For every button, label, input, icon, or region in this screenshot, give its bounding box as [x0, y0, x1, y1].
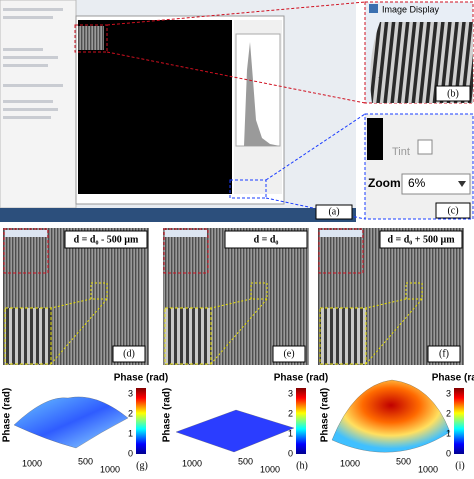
label-box	[435, 202, 471, 219]
panel-title: d = d₀ + 500 µm	[387, 234, 455, 245]
sidebar	[0, 0, 77, 209]
panel-title: d = d₀	[254, 234, 279, 245]
title-box	[379, 230, 463, 249]
taskbar	[0, 208, 356, 222]
colorbar-tick: 2	[446, 408, 451, 418]
label-box	[315, 204, 353, 220]
colorbar-tick: 1	[446, 428, 451, 438]
image-edge	[367, 118, 383, 160]
shape	[3, 8, 63, 11]
window-icon	[369, 4, 378, 13]
panel-label: (e)	[283, 348, 294, 359]
surface	[13, 396, 129, 449]
colorbar-tick: 3	[128, 388, 133, 398]
colorbar-tick: 0	[288, 448, 293, 458]
red-link	[106, 51, 366, 104]
colorbar	[454, 388, 464, 454]
axis-tick: 500	[238, 456, 253, 466]
axis-tick: 1000	[100, 464, 120, 474]
roi-zoom	[4, 307, 52, 365]
roi-box	[90, 282, 108, 300]
colorbar	[136, 388, 146, 454]
zoom-value: 6%	[408, 176, 426, 190]
roi-link	[210, 298, 252, 309]
label-box	[272, 345, 306, 363]
axis-tick: 1000	[340, 458, 360, 468]
colorbar-title: Phase (rad)	[432, 373, 474, 384]
sidebar-rows	[3, 8, 63, 119]
label-box	[427, 345, 461, 363]
red-box	[74, 24, 108, 53]
panel-label: (d)	[123, 348, 135, 359]
colorbar	[296, 388, 306, 454]
panel-label: (g)	[136, 460, 148, 471]
red-link	[106, 1, 366, 26]
roi-zoom	[164, 307, 212, 365]
axis-tick: 1000	[260, 464, 280, 474]
zoom-label: Zoom	[368, 176, 401, 190]
colorbar-tick: 0	[446, 448, 451, 458]
colorbar-tick: 3	[446, 388, 451, 398]
shape	[3, 116, 51, 119]
middle-row: d = d₀ - 500 µm (d) d = d₀ (e) d = d₀ + 500 …	[3, 228, 464, 365]
dropdown-arrow	[458, 181, 466, 187]
axis-tick: 500	[396, 456, 411, 466]
surface	[331, 379, 451, 453]
title-box	[224, 230, 308, 249]
shape	[3, 108, 58, 111]
z-label: Phase (rad)	[162, 388, 173, 442]
colorbar-tick: 3	[288, 388, 293, 398]
panel-label: (i)	[455, 460, 464, 471]
axis-tick: 1000	[182, 458, 202, 468]
window-title: Image Display	[382, 4, 440, 14]
panel-label: (h)	[296, 460, 308, 471]
zoom-select[interactable]	[401, 173, 471, 195]
colorbar-tick: 1	[128, 428, 133, 438]
shape	[3, 56, 58, 59]
colorbar-tick: 1	[288, 428, 293, 438]
histogram	[238, 42, 280, 146]
shape	[3, 16, 53, 19]
inset-bar	[165, 230, 207, 237]
axis-tick: 1000	[418, 464, 438, 474]
colorbar-tick: 2	[128, 408, 133, 418]
label-box	[435, 85, 471, 102]
label-box	[112, 345, 146, 363]
blue-box	[229, 179, 267, 199]
shape	[3, 100, 53, 103]
roi-zoom	[319, 307, 367, 365]
roi-link	[365, 298, 407, 309]
shape	[3, 48, 43, 51]
axis-tick: 500	[78, 456, 93, 466]
roi-box	[250, 282, 268, 300]
roi-link	[50, 298, 92, 309]
shape	[3, 84, 63, 87]
surface	[175, 409, 295, 453]
z-label: Phase (rad)	[2, 388, 13, 442]
tint-label: Tint	[392, 146, 410, 158]
roi-box	[405, 282, 423, 300]
checkbox[interactable]	[417, 139, 433, 155]
inset-bar	[5, 230, 47, 237]
fringes	[370, 22, 473, 103]
title-box	[64, 230, 148, 249]
inset-bar	[320, 230, 362, 237]
panel-label: (f)	[439, 348, 449, 359]
thumbnail	[78, 26, 104, 50]
z-label: Phase (rad)	[320, 388, 331, 442]
colorbar-tick: 2	[288, 408, 293, 418]
colorbar-title: Phase (rad)	[114, 373, 168, 384]
panel-label: (b)	[447, 88, 459, 99]
shape	[3, 64, 48, 67]
bottom-row: Phase (rad) 1000 500 1000 Phase (rad) 0 1 2 3 (g)…	[2, 373, 474, 475]
colorbar-title: Phase (rad)	[274, 373, 328, 384]
colorbar-tick: 0	[128, 448, 133, 458]
panel-label: (c)	[447, 205, 458, 216]
panel-title: d = d₀ - 500 µm	[74, 234, 139, 245]
axis-tick: 1000	[22, 458, 42, 468]
panel-label: (a)	[328, 206, 339, 217]
